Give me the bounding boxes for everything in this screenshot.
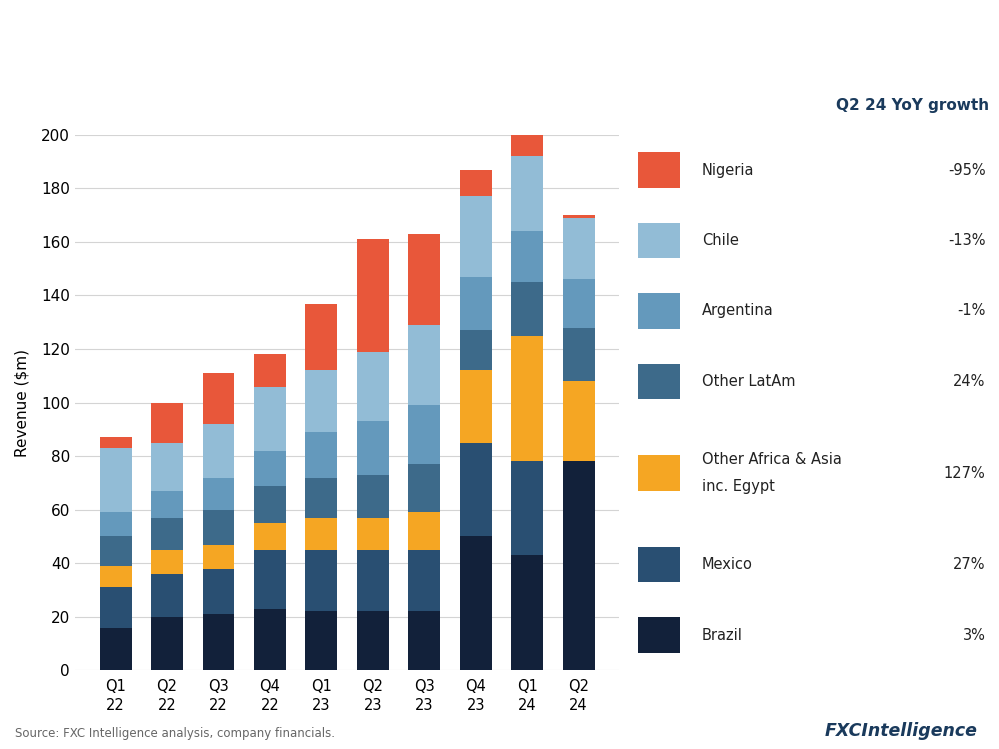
Text: Mexico: Mexico xyxy=(701,557,752,572)
Bar xyxy=(460,371,492,443)
Bar xyxy=(306,518,338,550)
Bar xyxy=(254,550,286,609)
Bar xyxy=(254,523,286,550)
Bar xyxy=(511,336,543,461)
Bar xyxy=(100,437,132,448)
Bar xyxy=(151,443,183,491)
Text: 24%: 24% xyxy=(953,374,985,389)
Bar xyxy=(511,231,543,282)
Bar xyxy=(203,509,235,545)
Bar xyxy=(100,536,132,566)
Bar xyxy=(460,276,492,330)
Bar xyxy=(511,555,543,670)
Bar xyxy=(203,424,235,478)
Bar xyxy=(151,617,183,670)
Bar xyxy=(562,218,594,279)
Bar xyxy=(151,550,183,574)
Bar xyxy=(151,574,183,617)
Text: Argentina: Argentina xyxy=(701,303,773,318)
Bar xyxy=(100,628,132,670)
Bar xyxy=(409,550,441,611)
Text: 127%: 127% xyxy=(944,466,985,481)
Bar xyxy=(357,352,389,422)
Text: Chile: Chile xyxy=(701,233,738,248)
Bar xyxy=(562,279,594,327)
Text: Nigeria: Nigeria xyxy=(701,163,754,178)
Text: 3%: 3% xyxy=(963,628,985,643)
Bar xyxy=(511,157,543,231)
Bar xyxy=(511,461,543,555)
Y-axis label: Revenue ($m): Revenue ($m) xyxy=(15,348,30,457)
Bar xyxy=(357,611,389,670)
Text: -1%: -1% xyxy=(957,303,985,318)
Bar xyxy=(409,611,441,670)
Bar xyxy=(306,303,338,371)
Bar xyxy=(638,294,680,329)
Bar xyxy=(306,478,338,518)
Bar xyxy=(460,443,492,536)
Bar xyxy=(203,545,235,568)
Text: inc. Egypt: inc. Egypt xyxy=(701,479,774,494)
Bar xyxy=(306,611,338,670)
Text: Other LatAm: Other LatAm xyxy=(701,374,795,389)
Bar xyxy=(357,550,389,611)
Text: Volatile countries offset major market growth for dLocal: Volatile countries offset major market g… xyxy=(18,22,837,48)
Bar xyxy=(100,566,132,587)
Bar xyxy=(100,512,132,536)
Bar xyxy=(151,491,183,518)
Bar xyxy=(638,364,680,399)
Text: Brazil: Brazil xyxy=(701,628,742,643)
Bar xyxy=(151,403,183,443)
Bar xyxy=(409,325,441,405)
Bar xyxy=(254,485,286,523)
Bar xyxy=(357,475,389,518)
Bar xyxy=(460,330,492,371)
Bar xyxy=(511,132,543,157)
Text: FXCIntelligence: FXCIntelligence xyxy=(824,722,977,740)
Bar xyxy=(409,512,441,550)
Bar xyxy=(254,609,286,670)
Bar xyxy=(203,373,235,424)
Text: -95%: -95% xyxy=(948,163,985,178)
Bar xyxy=(151,518,183,550)
Bar xyxy=(460,196,492,276)
Bar xyxy=(100,448,132,512)
Bar xyxy=(460,536,492,670)
Bar xyxy=(203,614,235,670)
Bar xyxy=(254,451,286,485)
Bar xyxy=(357,239,389,352)
Bar xyxy=(638,617,680,653)
Text: 27%: 27% xyxy=(953,557,985,572)
Bar xyxy=(562,461,594,670)
Text: Q2 24 YoY growth: Q2 24 YoY growth xyxy=(836,98,989,113)
Bar xyxy=(409,464,441,512)
Bar xyxy=(100,587,132,628)
Bar xyxy=(638,223,680,258)
Bar xyxy=(562,215,594,218)
Bar xyxy=(562,381,594,461)
Text: Source: FXC Intelligence analysis, company financials.: Source: FXC Intelligence analysis, compa… xyxy=(15,727,335,740)
Bar xyxy=(409,234,441,325)
Bar xyxy=(306,432,338,478)
Bar xyxy=(254,354,286,386)
Bar xyxy=(203,568,235,614)
Bar xyxy=(638,152,680,188)
Bar xyxy=(306,550,338,611)
Bar xyxy=(409,405,441,464)
Text: -13%: -13% xyxy=(948,233,985,248)
Bar xyxy=(460,169,492,196)
Bar xyxy=(306,371,338,432)
Bar xyxy=(511,282,543,336)
Bar xyxy=(357,422,389,475)
Text: Other Africa & Asia: Other Africa & Asia xyxy=(701,452,841,467)
Bar xyxy=(203,478,235,509)
Text: dLocal quarterly revenue by region, 2022-2024: dLocal quarterly revenue by region, 2022… xyxy=(18,80,445,98)
Bar xyxy=(562,327,594,381)
Bar xyxy=(638,455,680,491)
Bar xyxy=(638,547,680,582)
Bar xyxy=(254,386,286,451)
Bar xyxy=(357,518,389,550)
